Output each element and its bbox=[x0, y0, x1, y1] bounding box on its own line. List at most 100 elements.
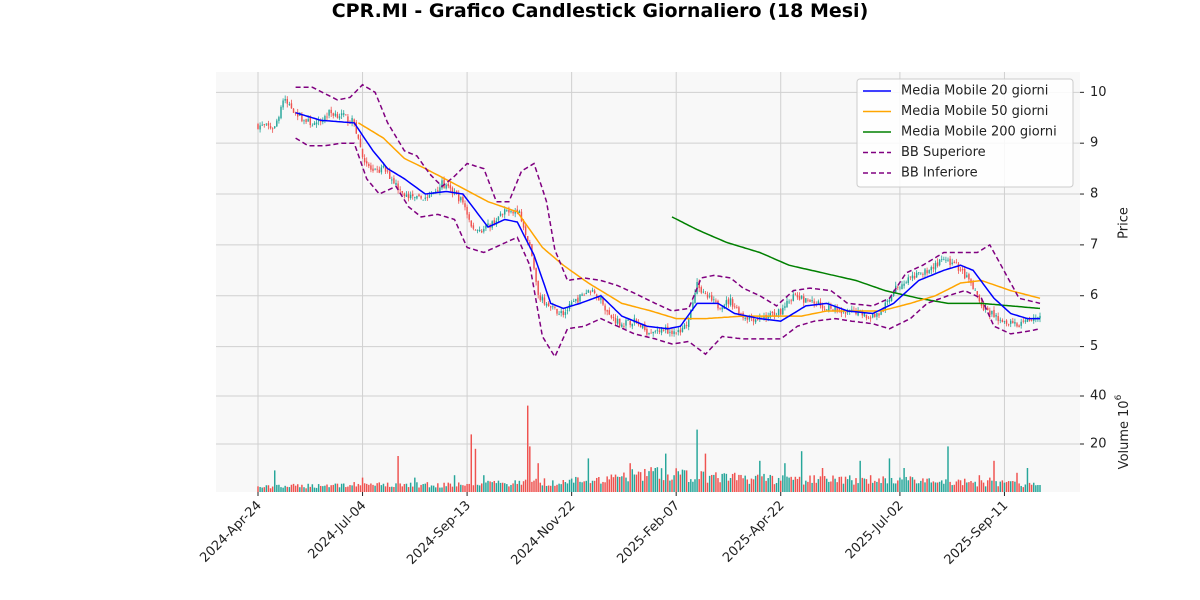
candle-body bbox=[867, 317, 870, 319]
candle-body bbox=[959, 269, 962, 271]
candle-body bbox=[518, 210, 521, 213]
volume-bar bbox=[305, 488, 307, 492]
candle-body bbox=[886, 301, 889, 302]
volume-bar bbox=[430, 485, 433, 492]
volume-bar bbox=[378, 482, 381, 492]
volume-bar bbox=[570, 478, 573, 492]
candle-body bbox=[562, 310, 565, 316]
volume-bar bbox=[800, 451, 803, 492]
candle-body bbox=[457, 193, 460, 202]
candle-body bbox=[1022, 320, 1025, 322]
volume-bar bbox=[928, 478, 930, 492]
candle-body bbox=[681, 327, 684, 332]
candle-body bbox=[656, 329, 659, 331]
candle-body bbox=[401, 191, 404, 193]
volume-bar bbox=[978, 475, 981, 492]
candle-body bbox=[915, 272, 918, 278]
candle-body bbox=[426, 197, 429, 199]
volume-bar bbox=[587, 458, 590, 492]
volume-bar bbox=[526, 405, 529, 492]
volume-bar bbox=[529, 446, 531, 492]
candle-body bbox=[838, 308, 841, 310]
volume-bar bbox=[453, 475, 456, 492]
candle-body bbox=[411, 194, 414, 197]
candle-body bbox=[326, 116, 328, 118]
volume-bar bbox=[790, 476, 792, 492]
volume-bar bbox=[516, 483, 519, 492]
candle-body bbox=[445, 185, 447, 189]
volume-bar bbox=[627, 481, 629, 492]
candle-body bbox=[648, 332, 650, 335]
volume-bar bbox=[518, 480, 521, 492]
candle-body bbox=[368, 163, 370, 167]
volume-bar bbox=[522, 481, 525, 492]
candle-body bbox=[384, 166, 387, 172]
volume-bar bbox=[997, 486, 999, 492]
candle-body bbox=[290, 103, 293, 109]
volume-bar bbox=[993, 460, 995, 492]
volume-bar bbox=[771, 475, 774, 492]
volume-bar bbox=[687, 482, 690, 492]
volume-bar bbox=[681, 469, 684, 492]
candle-body bbox=[746, 316, 749, 320]
volume-bar bbox=[984, 486, 987, 492]
legend-label-ma20: Media Mobile 20 giorni bbox=[901, 84, 1048, 99]
volume-bar bbox=[558, 483, 560, 492]
candle-body bbox=[405, 194, 408, 197]
volume-bar bbox=[784, 463, 786, 492]
volume-bar bbox=[669, 480, 671, 492]
volume-bar bbox=[363, 483, 366, 492]
candle-body bbox=[269, 126, 272, 129]
candle-body bbox=[930, 267, 933, 271]
candle-body bbox=[370, 165, 372, 170]
volume-bar bbox=[284, 485, 286, 492]
candle-body bbox=[587, 290, 590, 293]
candle-body bbox=[972, 281, 974, 290]
candle-body bbox=[901, 284, 903, 290]
candle-body bbox=[662, 329, 665, 331]
volume-bar bbox=[986, 480, 989, 492]
candle-body bbox=[834, 306, 836, 312]
volume-bar bbox=[696, 429, 698, 492]
volume-bar bbox=[545, 485, 548, 492]
candle-body bbox=[602, 297, 604, 305]
volume-bar bbox=[556, 484, 558, 492]
volume-bar bbox=[489, 481, 491, 492]
candle-body bbox=[892, 293, 895, 297]
candle-body bbox=[1039, 315, 1041, 319]
candle-body bbox=[811, 299, 813, 302]
volume-bar bbox=[380, 485, 383, 492]
volume-bar bbox=[721, 473, 723, 492]
candle-body bbox=[612, 317, 615, 318]
volume-bar bbox=[361, 477, 364, 492]
volume-bar bbox=[882, 476, 884, 492]
candle-body bbox=[566, 310, 569, 312]
date-tick-label: 2024-Apr-24 bbox=[197, 498, 264, 565]
volume-bar bbox=[478, 485, 481, 492]
date-tick-label: 2025-Feb-07 bbox=[614, 498, 683, 567]
volume-bar bbox=[750, 478, 753, 492]
candle-body bbox=[533, 257, 535, 269]
candle-body bbox=[924, 269, 926, 275]
volume-bar bbox=[347, 486, 349, 492]
volume-bar bbox=[715, 472, 717, 492]
volume-bar bbox=[328, 487, 330, 492]
candle-body bbox=[357, 134, 360, 139]
candle-body bbox=[986, 307, 989, 311]
volume-bar bbox=[744, 475, 746, 492]
candle-body bbox=[1007, 324, 1010, 326]
candle-body bbox=[821, 305, 824, 309]
candle-body bbox=[641, 324, 644, 329]
volume-bar bbox=[974, 481, 976, 492]
candle-body bbox=[836, 308, 838, 311]
candle-body bbox=[462, 197, 464, 203]
volume-bar bbox=[767, 478, 769, 492]
volume-bar bbox=[1022, 487, 1025, 492]
volume-bar bbox=[867, 483, 870, 492]
candle-body bbox=[315, 122, 318, 125]
candle-body bbox=[403, 193, 406, 196]
volume-bar bbox=[842, 483, 845, 492]
volume-bar bbox=[1018, 483, 1020, 492]
volume-bar bbox=[915, 483, 918, 492]
volume-bar bbox=[727, 480, 730, 492]
